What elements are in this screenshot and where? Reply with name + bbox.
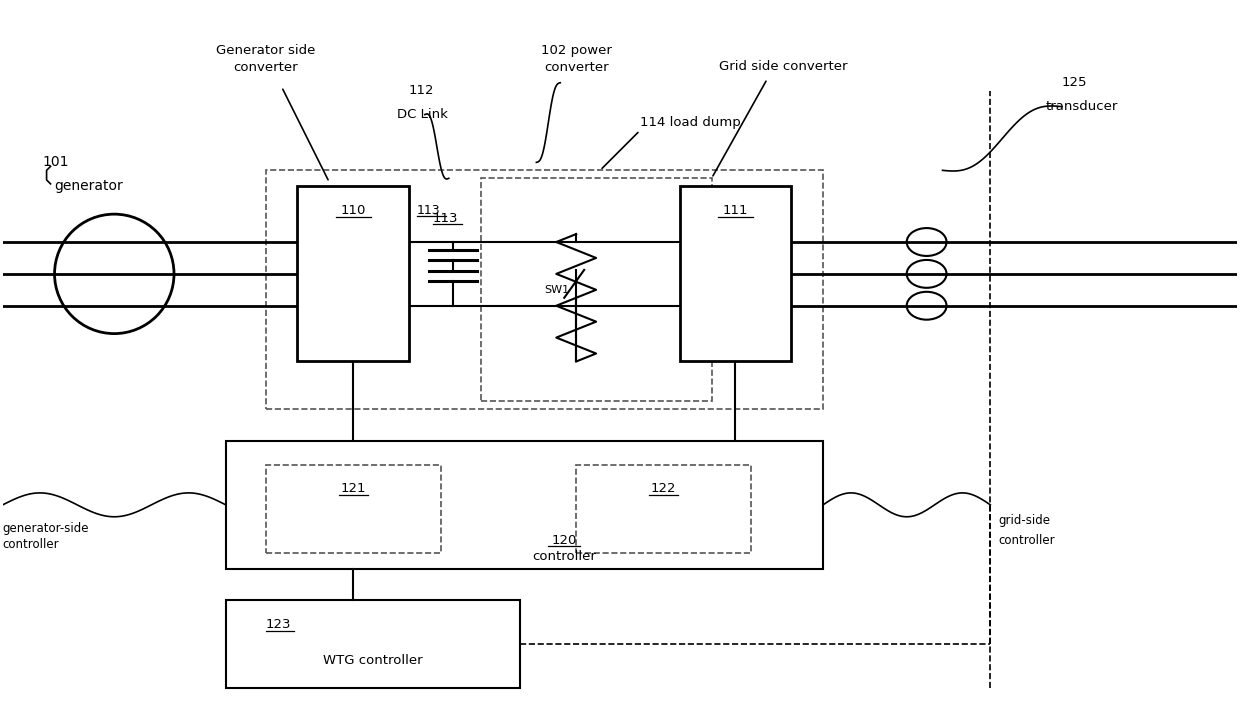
Bar xyxy=(298,187,409,362)
Text: 112: 112 xyxy=(409,84,434,97)
Text: 102 power
converter: 102 power converter xyxy=(541,44,611,74)
Text: Generator side
converter: Generator side converter xyxy=(216,44,315,74)
Bar xyxy=(680,187,791,362)
Text: 113: 113 xyxy=(433,212,459,225)
Text: grid-side: grid-side xyxy=(998,514,1050,527)
Text: controller: controller xyxy=(998,534,1055,547)
Text: generator-side: generator-side xyxy=(2,522,89,536)
Text: 125: 125 xyxy=(1061,77,1087,89)
Text: 110: 110 xyxy=(341,204,366,217)
Text: WTG controller: WTG controller xyxy=(324,654,423,666)
Text: 101: 101 xyxy=(42,155,69,169)
Bar xyxy=(577,465,751,553)
Bar xyxy=(481,178,712,401)
Text: transducer: transducer xyxy=(1047,100,1118,113)
Text: controller: controller xyxy=(532,550,596,563)
Text: 120: 120 xyxy=(552,534,577,547)
Text: 113: 113 xyxy=(417,204,440,217)
Text: generator: generator xyxy=(55,179,123,193)
Bar xyxy=(265,465,440,553)
Bar xyxy=(226,441,823,568)
Text: 111: 111 xyxy=(723,204,748,217)
Bar xyxy=(226,601,521,688)
Text: 121: 121 xyxy=(341,483,366,495)
Text: SW1: SW1 xyxy=(544,285,569,295)
Text: Grid side converter: Grid side converter xyxy=(719,60,847,74)
Text: controller: controller xyxy=(2,538,60,551)
Text: 122: 122 xyxy=(651,483,677,495)
Text: DC Link: DC Link xyxy=(397,108,448,121)
Bar xyxy=(265,170,823,409)
Text: 114 load dump: 114 load dump xyxy=(640,116,740,129)
Text: 123: 123 xyxy=(265,618,291,631)
